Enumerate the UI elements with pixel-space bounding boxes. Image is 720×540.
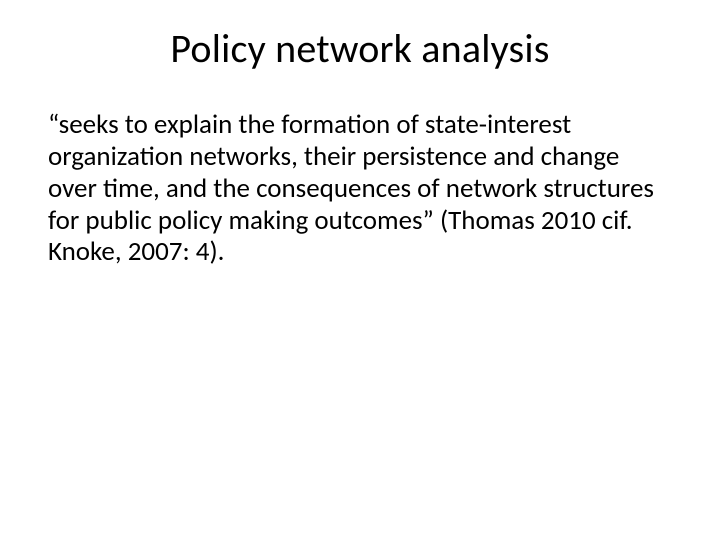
slide-body-text: “seeks to explain the formation of state… (48, 109, 672, 268)
slide-title: Policy network analysis (48, 24, 672, 73)
slide-container: Policy network analysis “seeks to explai… (0, 0, 720, 540)
